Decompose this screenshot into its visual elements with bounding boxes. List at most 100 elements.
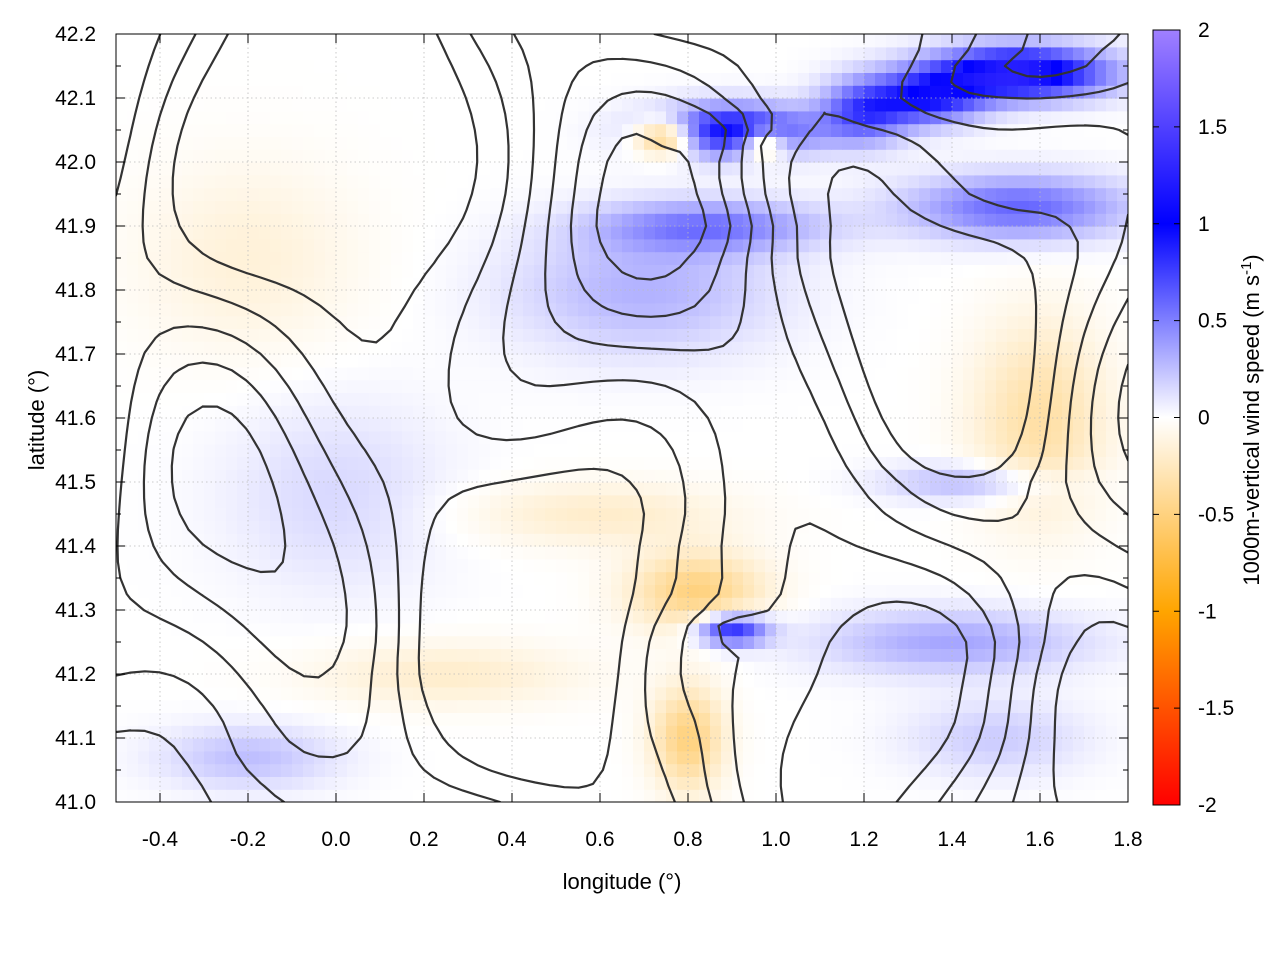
heatmap-cell <box>743 674 755 688</box>
heatmap-cell <box>380 110 392 125</box>
heatmap-cell <box>1117 776 1128 790</box>
heatmap-cell <box>556 648 568 662</box>
heatmap-cell <box>1117 558 1128 573</box>
heatmap-cell <box>655 674 667 688</box>
heatmap-cell <box>127 546 139 560</box>
heatmap-cell <box>182 725 194 739</box>
heatmap-cell <box>974 507 986 521</box>
heatmap-cell <box>413 469 425 483</box>
heatmap-cell <box>941 533 953 547</box>
heatmap-cell <box>215 354 227 368</box>
heatmap-cell <box>248 738 260 752</box>
heatmap-cell <box>402 174 414 189</box>
heatmap-cell <box>171 328 183 342</box>
heatmap-cell <box>941 110 953 125</box>
heatmap-cell <box>259 699 271 713</box>
heatmap-cell <box>281 571 293 585</box>
heatmap-cell <box>776 443 788 457</box>
heatmap-cell <box>633 622 645 637</box>
heatmap-cell <box>688 507 700 521</box>
heatmap-cell <box>589 136 601 150</box>
heatmap-cell <box>930 392 942 406</box>
heatmap-cell <box>512 622 524 637</box>
heatmap-cell <box>633 418 645 432</box>
heatmap-cell <box>413 238 425 253</box>
heatmap-cell <box>754 443 766 457</box>
heatmap-cell <box>919 750 931 765</box>
heatmap-cell <box>831 482 843 496</box>
heatmap-cell <box>776 174 788 189</box>
heatmap-cell <box>853 610 865 624</box>
heatmap-cell <box>237 571 249 585</box>
heatmap-cell <box>853 546 865 560</box>
heatmap-cell <box>116 597 128 611</box>
heatmap-cell <box>1117 174 1128 189</box>
heatmap-cell <box>523 213 535 227</box>
heatmap-cell <box>347 392 359 406</box>
heatmap-cell <box>952 264 964 278</box>
heatmap-cell <box>171 354 183 368</box>
heatmap-cell <box>391 789 403 802</box>
heatmap-cell <box>171 405 183 419</box>
heatmap-cell <box>820 546 832 560</box>
heatmap-cell <box>457 302 469 317</box>
heatmap-cell <box>457 712 469 726</box>
heatmap-cell <box>578 789 590 802</box>
heatmap-cell <box>622 648 634 662</box>
heatmap-cell <box>380 392 392 406</box>
heatmap-cell <box>314 149 326 163</box>
heatmap-cell <box>699 789 711 802</box>
heatmap-cell <box>391 341 403 355</box>
heatmap-cell <box>545 366 557 381</box>
heatmap-cell <box>369 277 381 291</box>
heatmap-cell <box>666 571 678 585</box>
heatmap-cell <box>754 418 766 432</box>
heatmap-cell <box>787 392 799 406</box>
heatmap-cell <box>358 149 370 163</box>
heatmap-cell <box>303 648 315 662</box>
heatmap-cell <box>369 674 381 688</box>
heatmap-cell <box>798 776 810 790</box>
heatmap-cell <box>1062 328 1074 342</box>
heatmap-cell <box>446 110 458 125</box>
heatmap-cell <box>468 622 480 637</box>
heatmap-cell <box>391 136 403 150</box>
heatmap-cell <box>1106 738 1118 752</box>
heatmap-cell <box>655 123 667 137</box>
heatmap-cell <box>1095 494 1107 509</box>
heatmap-cell <box>633 328 645 342</box>
heatmap-cell <box>259 162 271 176</box>
heatmap-cell <box>347 379 359 393</box>
heatmap-cell <box>919 200 931 214</box>
heatmap-cell <box>765 661 777 675</box>
heatmap-cell <box>182 789 194 802</box>
heatmap-cell <box>1040 405 1052 419</box>
heatmap-cell <box>908 238 920 253</box>
heatmap-cell <box>1095 597 1107 611</box>
heatmap-cell <box>1051 546 1063 560</box>
heatmap-cell <box>567 264 579 278</box>
heatmap-cell <box>281 725 293 739</box>
heatmap-cell <box>391 290 403 304</box>
heatmap-cell <box>853 392 865 406</box>
heatmap-cell <box>479 123 491 137</box>
heatmap-cell <box>578 328 590 342</box>
heatmap-cell <box>710 456 722 470</box>
heatmap-cell <box>974 776 986 790</box>
heatmap-cell <box>886 251 898 265</box>
heatmap-cell <box>292 482 304 496</box>
heatmap-cell <box>171 750 183 765</box>
heatmap-cell <box>215 776 227 790</box>
heatmap-cell <box>259 354 271 368</box>
heatmap-cell <box>853 136 865 150</box>
heatmap-cell <box>512 699 524 713</box>
heatmap-cell <box>281 162 293 176</box>
heatmap-cell <box>633 789 645 802</box>
heatmap-cell <box>237 443 249 457</box>
heatmap-cell <box>226 456 238 470</box>
heatmap-cell <box>171 507 183 521</box>
heatmap-cell <box>1062 251 1074 265</box>
heatmap-cell <box>1106 661 1118 675</box>
heatmap-cell <box>171 635 183 649</box>
heatmap-cell <box>875 430 887 445</box>
